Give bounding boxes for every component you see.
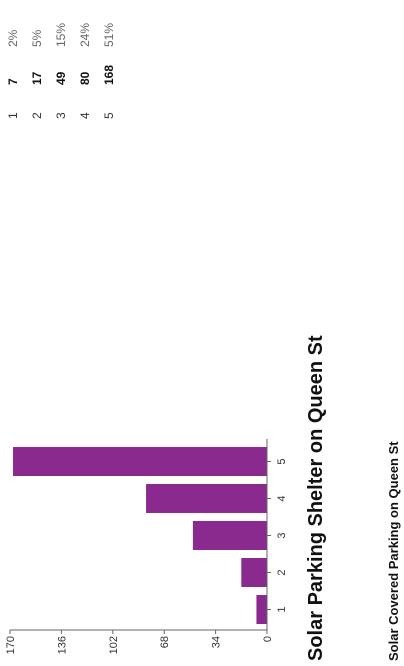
count-cell: 7 xyxy=(6,78,20,85)
summary-table-body: 1 7 2% 2 17 5% 3 49 15% 4 80 24% 5 168 51% xyxy=(1,7,121,119)
rank-cell: 2 xyxy=(30,112,44,119)
summary-row: 2 17 5% xyxy=(25,7,49,119)
page-subheading: Solar Covered Parking on Queen St xyxy=(386,441,401,661)
summary-row: 5 168 51% xyxy=(97,7,121,119)
summary-row: 1 7 2% xyxy=(1,7,25,119)
bar xyxy=(192,521,267,550)
rank-cell: 3 xyxy=(54,112,68,119)
count-cell: 49 xyxy=(54,71,68,85)
summary-row: 4 80 24% xyxy=(73,7,97,119)
count-cell: 168 xyxy=(102,64,116,85)
y-tick-label: 102 xyxy=(108,636,120,654)
rank-cell: 4 xyxy=(78,112,92,119)
y-tick-label: 68 xyxy=(159,636,171,648)
page-heading: Solar Parking Shelter on Queen St xyxy=(305,335,327,661)
y-tick-label: 34 xyxy=(211,636,223,648)
bar xyxy=(241,558,268,587)
bar xyxy=(256,595,267,624)
bar xyxy=(13,447,267,476)
percent-cell: 2% xyxy=(6,29,20,47)
y-tick-label: 170 xyxy=(5,636,17,654)
y-tick-label: 136 xyxy=(56,636,68,654)
count-cell: 17 xyxy=(30,71,44,85)
bar xyxy=(146,484,267,513)
x-tick-label: 2 xyxy=(276,569,288,575)
summary-table: 1 7 2% 2 17 5% 3 49 15% 4 80 24% 5 168 51% xyxy=(1,7,121,119)
percent-cell: 15% xyxy=(54,22,68,47)
summary-row: 3 49 15% xyxy=(49,7,73,119)
x-tick-label: 4 xyxy=(276,495,288,501)
x-tick-label: 5 xyxy=(276,458,288,464)
x-tick-label: 1 xyxy=(276,606,288,612)
percent-cell: 24% xyxy=(78,22,92,47)
percent-cell: 51% xyxy=(102,22,116,47)
rank-cell: 5 xyxy=(102,112,116,119)
percent-cell: 5% xyxy=(30,29,44,47)
count-cell: 80 xyxy=(78,71,92,85)
x-tick-label: 3 xyxy=(276,532,288,538)
y-tick-label: 0 xyxy=(262,636,274,642)
rank-cell: 1 xyxy=(6,112,20,119)
